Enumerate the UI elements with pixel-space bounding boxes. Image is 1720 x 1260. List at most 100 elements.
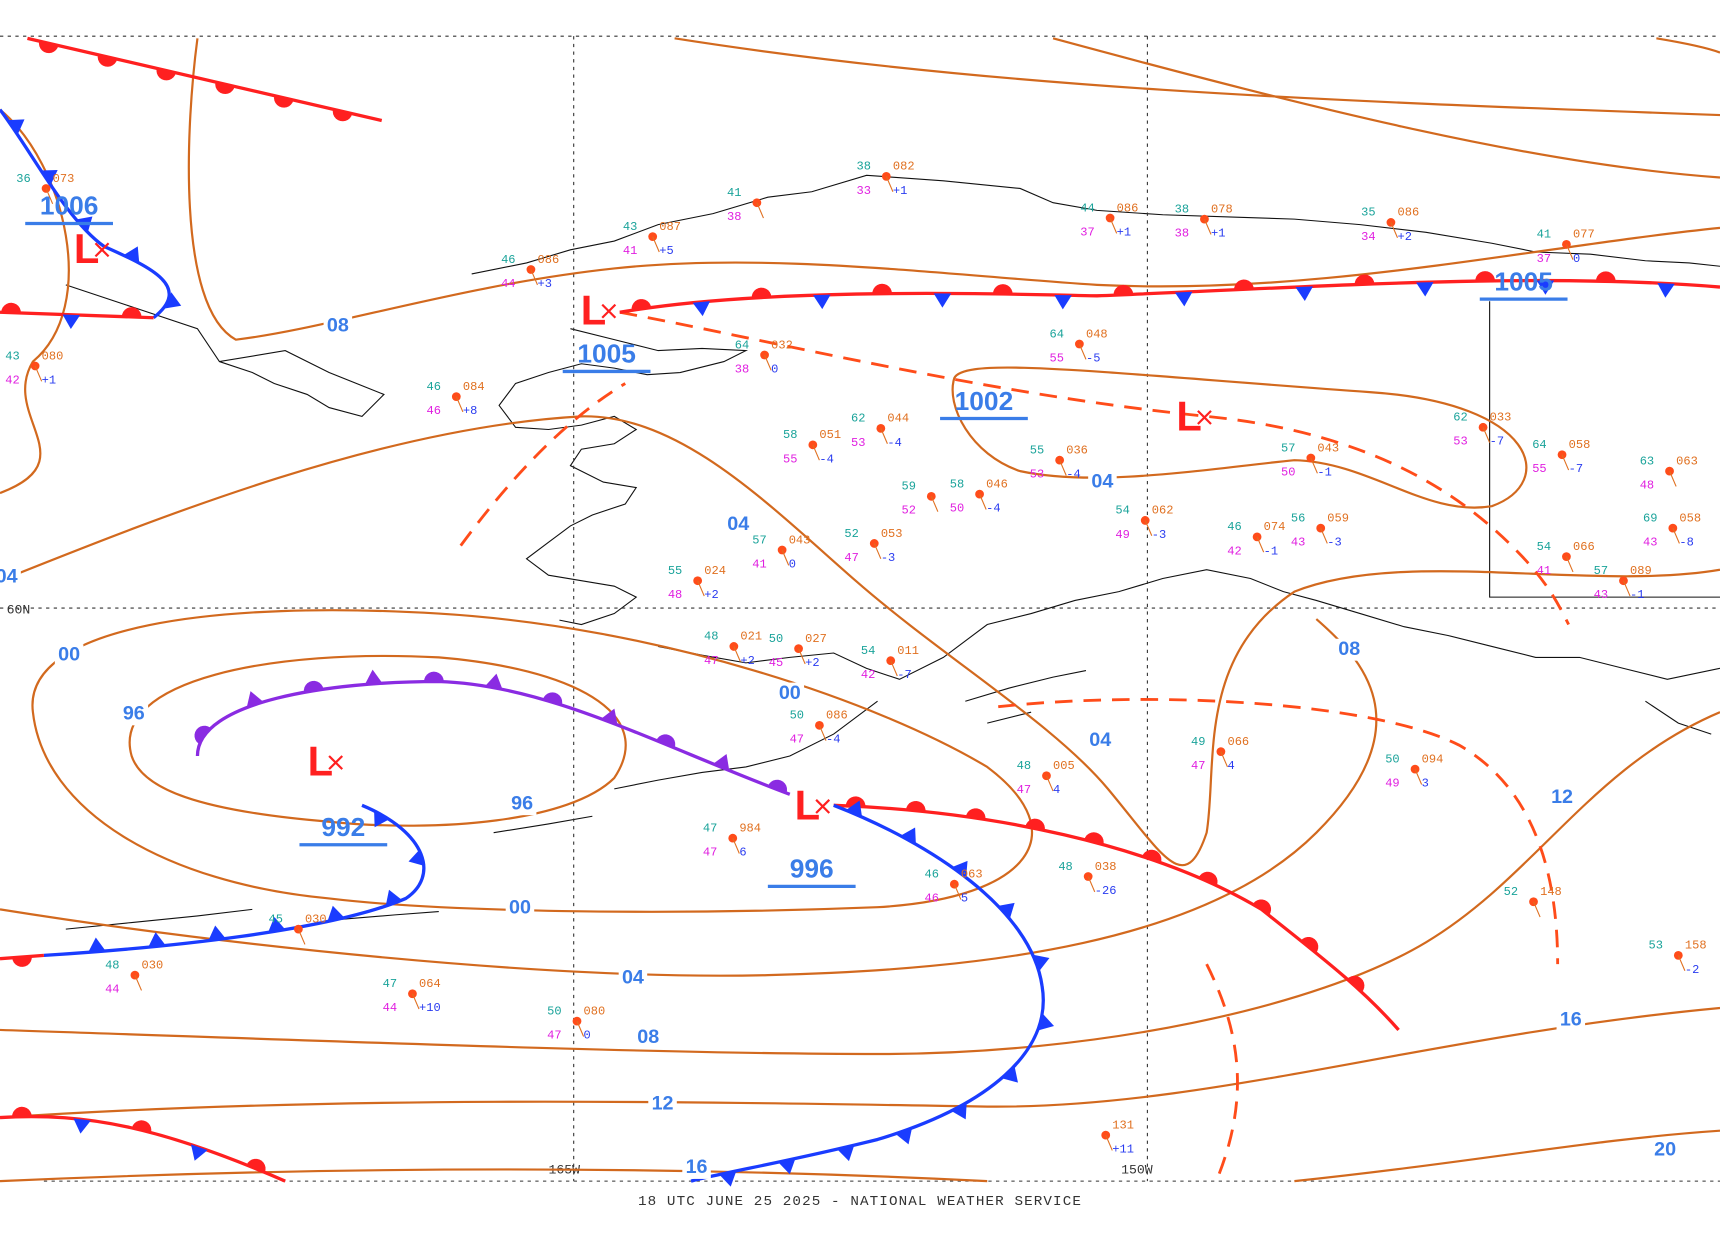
low-center-x <box>601 303 617 319</box>
station-dewpoint: 43 <box>1643 536 1657 550</box>
station-tendency: +1 <box>893 184 907 198</box>
isobars <box>0 37 1720 1183</box>
station-temp: 56 <box>1291 511 1305 525</box>
center-pressure: 1005 <box>1494 266 1553 296</box>
station-dewpoint: 48 <box>1640 479 1654 493</box>
labels: 080404009600960408120004081216162004L100… <box>0 160 1707 1179</box>
wind-barb <box>297 928 306 945</box>
isobar <box>128 654 627 827</box>
isobar-label: 12 <box>1551 786 1573 808</box>
station-tendency: 0 <box>771 362 778 376</box>
wind-barb <box>818 725 827 741</box>
station-dewpoint: 55 <box>1532 462 1546 476</box>
isobar-label: 08 <box>637 1026 659 1048</box>
front-symbol <box>62 314 81 330</box>
station-dewpoint: 47 <box>704 654 718 668</box>
label-backing <box>723 513 753 536</box>
front-symbol <box>88 937 106 953</box>
station-dewpoint: 38 <box>1175 227 1189 241</box>
front-symbol <box>905 800 926 812</box>
isobar-label: 96 <box>511 792 533 814</box>
station-pressure: 066 <box>1573 540 1595 554</box>
wind-barb <box>1390 222 1399 238</box>
station-tendency: +5 <box>659 244 673 258</box>
station-temp: 52 <box>844 527 858 541</box>
station-dewpoint: 42 <box>5 373 19 387</box>
isobar-label: 16 <box>1560 1008 1582 1030</box>
label-backing <box>1547 786 1577 809</box>
front-symbol <box>40 169 58 186</box>
label-backing <box>1334 638 1364 661</box>
station-temp: 64 <box>1050 327 1064 341</box>
front-symbol <box>121 307 142 318</box>
front-symbol <box>778 1158 796 1175</box>
front-symbol <box>164 292 182 309</box>
station-tendency: 5 <box>961 892 968 906</box>
front-symbol <box>656 734 676 748</box>
wind-barb <box>930 496 939 512</box>
station-dewpoint: 47 <box>844 551 858 565</box>
station-pressure: 082 <box>893 160 915 174</box>
station-dewpoint: 34 <box>1361 230 1375 244</box>
wind-barb <box>979 493 987 510</box>
label-backing <box>618 967 648 990</box>
station-temp: 46 <box>1227 520 1241 534</box>
front-symbol <box>385 889 403 907</box>
front-symbol <box>332 109 353 122</box>
station-temp: 50 <box>547 1004 561 1018</box>
station-pressure: 089 <box>1630 564 1652 578</box>
station-tendency: +10 <box>419 1001 441 1015</box>
wind-barb <box>733 646 741 662</box>
station-temp: 41 <box>727 186 741 200</box>
front-symbol <box>156 68 176 81</box>
station-dewpoint: 44 <box>105 983 119 997</box>
station-pressure: 051 <box>819 428 841 442</box>
wind-barb <box>1677 955 1686 971</box>
station-tendency: +1 <box>1211 227 1225 241</box>
front-symbol <box>7 119 25 135</box>
station-temp: 50 <box>790 709 804 723</box>
front-symbol <box>424 671 444 682</box>
low-symbol: L <box>581 286 606 333</box>
station-dot <box>648 232 658 242</box>
wind-barb <box>1105 1134 1113 1151</box>
station-temp: 35 <box>1361 206 1375 220</box>
station-pressure: 011 <box>897 644 919 658</box>
station-tendency: -7 <box>1490 435 1504 449</box>
label-backing <box>1556 1009 1586 1032</box>
front-symbol <box>837 1145 855 1162</box>
station-dewpoint: 53 <box>851 436 865 450</box>
station-temp: 54 <box>1537 540 1551 554</box>
isobar <box>31 609 1033 913</box>
wind-barb <box>411 993 420 1010</box>
front-symbol <box>327 905 345 922</box>
station-pressure: 087 <box>659 220 681 234</box>
label-backing <box>54 644 84 667</box>
center-pressure: 1002 <box>955 386 1014 416</box>
trough <box>459 382 626 547</box>
front-symbol <box>1025 818 1045 831</box>
isobar <box>0 415 1720 867</box>
station-tendency: -3 <box>881 551 895 565</box>
low-center-x <box>328 755 344 770</box>
wind-barb <box>1059 459 1067 476</box>
wind-barb <box>45 188 54 205</box>
station-dewpoint: 33 <box>856 184 870 198</box>
station-pressure: 038 <box>1095 860 1117 874</box>
low-symbol: L <box>1176 393 1201 440</box>
station-tendency: 3 <box>1422 777 1429 791</box>
isobar <box>674 37 1720 117</box>
front-symbol <box>1142 849 1162 863</box>
wind-barb <box>1482 427 1491 443</box>
station-pressure: 086 <box>1398 206 1420 220</box>
station-tendency: +8 <box>463 404 477 418</box>
station-temp: 53 <box>1648 939 1662 953</box>
front-symbol <box>1536 280 1555 295</box>
station-dewpoint: 38 <box>727 210 741 224</box>
station-dewpoint: 46 <box>426 404 440 418</box>
front-symbol <box>374 810 390 828</box>
station-temp: 41 <box>1537 228 1551 242</box>
wind-barb <box>1561 454 1570 471</box>
grid-label: 60N <box>7 603 31 618</box>
